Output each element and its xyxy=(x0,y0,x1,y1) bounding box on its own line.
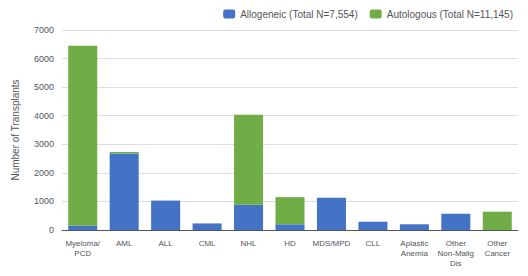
svg-text:6000: 6000 xyxy=(34,54,54,64)
svg-text:Dis: Dis xyxy=(450,259,462,268)
svg-text:Myeloma/: Myeloma/ xyxy=(65,239,100,248)
svg-text:Allogeneic (Total N=7,554): Allogeneic (Total N=7,554) xyxy=(240,9,358,20)
svg-text:5000: 5000 xyxy=(34,82,54,92)
svg-text:3000: 3000 xyxy=(34,139,54,149)
svg-text:7000: 7000 xyxy=(34,25,54,35)
svg-text:CML: CML xyxy=(199,239,216,248)
svg-text:Anemia: Anemia xyxy=(401,249,429,258)
svg-text:NHL: NHL xyxy=(241,239,258,248)
svg-text:2000: 2000 xyxy=(34,168,54,178)
svg-text:AML: AML xyxy=(116,239,133,248)
svg-text:Cancer: Cancer xyxy=(484,249,510,258)
svg-text:0: 0 xyxy=(49,225,54,235)
svg-text:MDS/MPD: MDS/MPD xyxy=(313,239,351,248)
svg-text:Autologous (Total N=11,145): Autologous (Total N=11,145) xyxy=(387,9,513,20)
svg-text:Non-Malig: Non-Malig xyxy=(438,249,474,258)
svg-text:ALL: ALL xyxy=(159,239,174,248)
svg-text:PCD: PCD xyxy=(74,249,91,258)
svg-text:CLL: CLL xyxy=(366,239,381,248)
svg-text:Other: Other xyxy=(446,239,466,248)
svg-text:1000: 1000 xyxy=(34,196,54,206)
svg-text:Number of Transplants: Number of Transplants xyxy=(10,79,21,180)
svg-text:HD: HD xyxy=(284,239,296,248)
svg-text:Other: Other xyxy=(487,239,507,248)
svg-text:4000: 4000 xyxy=(34,111,54,121)
svg-text:Aplastic: Aplastic xyxy=(400,239,428,248)
